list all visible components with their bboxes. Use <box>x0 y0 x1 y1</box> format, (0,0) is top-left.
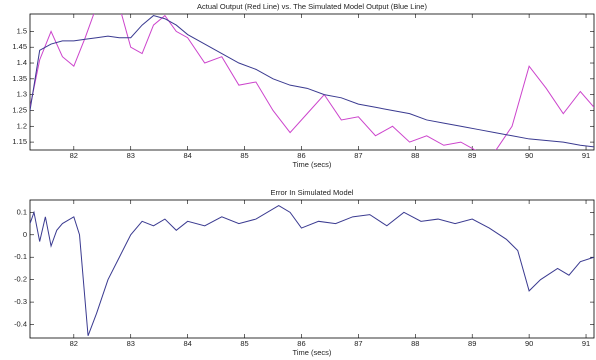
x-tick-label: 83 <box>127 339 135 348</box>
y-tick-label: 0 <box>23 230 27 239</box>
y-tick-label: 0.1 <box>17 207 27 216</box>
chart-title: Actual Output (Red Line) vs. The Simulat… <box>197 2 427 11</box>
data-line <box>30 14 594 150</box>
x-tick-label: 85 <box>240 151 248 160</box>
x-tick-label: 84 <box>183 339 191 348</box>
y-tick-label: -0.2 <box>14 275 27 284</box>
x-tick-label: 82 <box>70 151 78 160</box>
y-tick-label: 1.15 <box>12 137 27 146</box>
y-tick-label: 1.3 <box>17 90 27 99</box>
y-tick-label: 1.2 <box>17 121 27 130</box>
y-tick-label: 1.35 <box>12 74 27 83</box>
y-tick-label: 1.5 <box>17 26 27 35</box>
x-axis-label: Time (secs) <box>293 160 332 169</box>
y-tick-label: 1.25 <box>12 105 27 114</box>
x-tick-label: 83 <box>127 151 135 160</box>
x-tick-label: 88 <box>411 339 419 348</box>
data-line <box>30 15 594 148</box>
x-tick-label: 86 <box>297 151 305 160</box>
x-tick-label: 91 <box>582 151 590 160</box>
axes: Error In Simulated Model Time (secs) 82 83 8… <box>14 188 595 357</box>
axes-frame <box>29 13 595 151</box>
x-tick-label: 86 <box>297 339 305 348</box>
x-tick-label: 91 <box>582 339 590 348</box>
y-tick-label: -0.3 <box>14 297 27 306</box>
x-tick-label: 87 <box>354 151 362 160</box>
x-tick-label: 88 <box>411 151 419 160</box>
data-line <box>30 205 594 336</box>
x-tick-label: 84 <box>183 151 191 160</box>
chart-title: Error In Simulated Model <box>271 188 354 197</box>
x-tick-label: 87 <box>354 339 362 348</box>
axes-frame <box>29 199 595 339</box>
axes: Actual Output (Red Line) vs. The Simulat… <box>12 2 595 169</box>
y-tick-label: -0.4 <box>14 320 27 329</box>
x-tick-label: 82 <box>70 339 78 348</box>
x-tick-label: 90 <box>525 339 533 348</box>
y-tick-label: 1.45 <box>12 42 27 51</box>
x-tick-label: 89 <box>468 339 476 348</box>
x-tick-label: 89 <box>468 151 476 160</box>
x-tick-label: 85 <box>240 339 248 348</box>
x-axis-label: Time (secs) <box>293 348 332 357</box>
x-tick-label: 90 <box>525 151 533 160</box>
y-tick-label: 1.4 <box>17 58 27 67</box>
y-tick-label: -0.1 <box>14 252 27 261</box>
